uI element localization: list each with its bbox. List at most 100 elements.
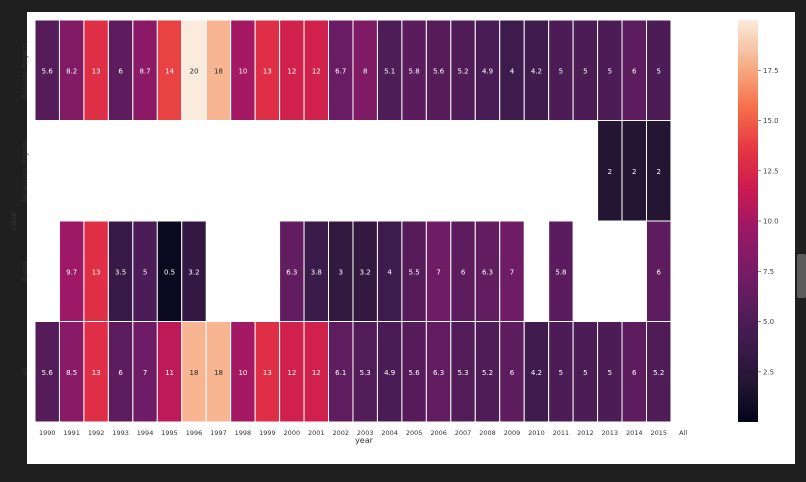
x-tick-label: 1999: [259, 429, 276, 437]
cell-value-label: 12: [312, 369, 321, 377]
cell-value-label: 13: [92, 67, 101, 75]
cell-value-label: 5.6: [409, 369, 421, 377]
heatmap-cell: [303, 19, 330, 121]
scrollbar-thumb[interactable]: [797, 254, 806, 298]
heatmap-cell: [376, 321, 403, 423]
cell-value-label: 13: [263, 67, 272, 75]
heatmap-cell: [646, 321, 672, 423]
cell-value-label: 4: [387, 268, 392, 276]
cell-value-label: 5.8: [555, 268, 566, 276]
cell-value-label: 8.7: [139, 67, 150, 75]
y-tick-label: Russia: [21, 261, 29, 282]
heatmap-cell: [156, 321, 183, 423]
x-tick-label: 2000: [284, 429, 301, 437]
heatmap-cell: [621, 321, 647, 423]
y-tick-labels: Between Projects Microcosm Projects Russia…: [21, 42, 29, 376]
cell-value-label: 5: [583, 369, 587, 377]
colorbar-tick-label: 15.0: [763, 117, 779, 125]
x-tick-label: 2013: [602, 429, 619, 437]
heatmap-cell: [83, 321, 109, 423]
x-tick-label: 2004: [381, 429, 398, 437]
cell-value-label: 6.3: [286, 268, 297, 276]
cell-value-label: 6: [632, 67, 637, 75]
cell-value-label: 3: [339, 268, 343, 276]
cell-value-label: 20: [190, 67, 199, 75]
x-tick-label: 2007: [455, 429, 472, 437]
cell-value-label: 0.5: [164, 268, 175, 276]
heatmap-cell: [107, 321, 134, 423]
x-tick-label: 1996: [186, 429, 203, 437]
cell-value-label: 6: [510, 369, 515, 377]
x-tick-label: 2006: [430, 429, 447, 437]
heatmap-cell: [401, 321, 427, 423]
heatmap-cell: [254, 321, 281, 423]
heatmap-cell: [646, 120, 672, 222]
y-axis-label: case: [9, 212, 18, 230]
x-tick-label: 2015: [650, 429, 667, 437]
heatmap-cell: [425, 321, 452, 423]
x-tick-label: 1991: [63, 429, 80, 437]
cell-value-label: 12: [287, 369, 296, 377]
cell-value-label: 6: [461, 268, 466, 276]
x-tick-label: 1995: [161, 429, 178, 437]
cell-value-label: 8.2: [66, 67, 77, 75]
x-tick-label: 1997: [210, 429, 227, 437]
heatmap-cell: [205, 19, 232, 121]
x-tick-label: All: [679, 429, 687, 437]
heatmap-cell: [328, 220, 354, 322]
colorbar-tick-label: 7.5: [763, 268, 774, 276]
colorbar-tick-label: 17.5: [763, 67, 779, 75]
cell-value-label: 18: [190, 369, 199, 377]
cell-value-label: 5.3: [360, 369, 371, 377]
cell-value-label: 12: [312, 67, 321, 75]
cell-value-label: 18: [214, 369, 223, 377]
heatmap-cell: [597, 321, 623, 423]
cell-value-label: 18: [214, 67, 223, 75]
heatmap-cell: [548, 220, 574, 322]
heatmap-cell: [499, 321, 525, 423]
cell-value-label: 4.2: [531, 67, 542, 75]
cell-value-label: 13: [92, 268, 101, 276]
cell-value-label: 11: [165, 369, 174, 377]
x-tick-label: 2008: [479, 429, 496, 437]
heatmap-cell: [181, 321, 207, 423]
cell-value-label: 6.3: [433, 369, 444, 377]
heatmap-cell: [34, 19, 60, 121]
cell-value-label: 5: [559, 67, 563, 75]
x-tick-label: 1998: [235, 429, 252, 437]
heatmap-cell: [352, 19, 378, 121]
cell-value-label: 12: [287, 67, 296, 75]
cell-value-label: 2: [656, 168, 660, 176]
heatmap-cell: [621, 19, 647, 121]
cell-value-label: 6: [118, 67, 123, 75]
colorbar-tick-label: 2.5: [763, 368, 774, 376]
heatmap-cell: [597, 19, 623, 121]
cell-value-label: 3.8: [311, 268, 322, 276]
x-tick-label: 2014: [626, 429, 643, 437]
heatmap-cell: [132, 19, 158, 121]
heatmap-cell: [58, 321, 85, 423]
cell-value-label: 6: [632, 369, 637, 377]
colorbar-tick-label: 10.0: [763, 218, 779, 226]
colorbar-tick-label: 12.5: [763, 167, 779, 175]
cell-value-label: 10: [238, 67, 247, 75]
cell-value-label: 5.1: [384, 67, 395, 75]
heatmap-cell: [646, 19, 672, 121]
cell-value-label: 5: [608, 67, 612, 75]
heatmap-cell: [328, 321, 354, 423]
cell-value-label: 5.8: [409, 67, 420, 75]
colorbar: [738, 20, 758, 422]
heatmap-cell: [572, 19, 599, 121]
x-tick-label: 2012: [577, 429, 594, 437]
heatmap-cell: [450, 321, 476, 423]
cell-value-label: 7: [436, 268, 440, 276]
cell-value-label: 5: [656, 67, 660, 75]
x-tick-label: 2001: [308, 429, 325, 437]
heatmap-cell: [548, 19, 574, 121]
cell-value-label: 3.2: [188, 268, 199, 276]
x-tick-label: 1994: [137, 429, 154, 437]
x-tick-label: 2009: [504, 429, 521, 437]
cell-value-label: 6: [656, 268, 661, 276]
cell-value-label: 3.2: [360, 268, 371, 276]
heatmap-cell: [34, 321, 60, 423]
